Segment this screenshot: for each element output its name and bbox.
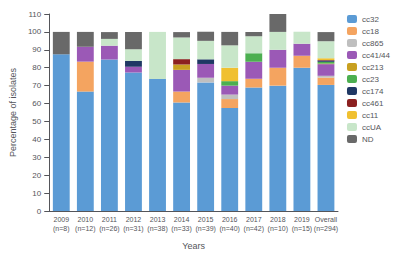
svg-text:cc23: cc23	[362, 75, 379, 84]
svg-text:60: 60	[32, 99, 41, 108]
svg-text:cc41/44: cc41/44	[362, 51, 391, 60]
svg-text:cc18: cc18	[362, 27, 379, 36]
svg-text:(n=8): (n=8)	[53, 225, 70, 233]
svg-text:110: 110	[28, 10, 41, 19]
svg-text:cc461: cc461	[362, 99, 384, 108]
svg-text:2010: 2010	[78, 216, 94, 223]
svg-text:cc11: cc11	[362, 111, 379, 120]
svg-text:90: 90	[32, 45, 41, 54]
svg-text:(n=33): (n=33)	[171, 225, 191, 233]
svg-text:(n=15): (n=15)	[292, 225, 312, 233]
svg-text:ND: ND	[362, 135, 374, 144]
svg-text:(n=31): (n=31)	[123, 225, 143, 233]
svg-text:(n=12): (n=12)	[75, 225, 95, 233]
svg-text:30: 30	[32, 153, 41, 162]
svg-text:cc213: cc213	[362, 63, 384, 72]
svg-text:70: 70	[32, 81, 41, 90]
svg-text:2015: 2015	[198, 216, 214, 223]
svg-text:2019: 2019	[294, 216, 310, 223]
svg-text:2009: 2009	[53, 216, 69, 223]
svg-text:40: 40	[32, 135, 41, 144]
svg-text:(n=40): (n=40)	[219, 225, 239, 233]
svg-text:(n=42): (n=42)	[244, 225, 264, 233]
svg-text:(n=294): (n=294)	[314, 225, 338, 233]
svg-text:2011: 2011	[102, 216, 117, 223]
svg-text:cc174: cc174	[362, 87, 384, 96]
svg-text:(n=39): (n=39)	[195, 225, 215, 233]
svg-text:100: 100	[28, 27, 42, 36]
svg-text:80: 80	[32, 63, 41, 72]
svg-text:cc32: cc32	[362, 15, 379, 24]
svg-text:20: 20	[32, 171, 41, 180]
svg-text:(n=10): (n=10)	[268, 225, 288, 233]
svg-text:cc865: cc865	[362, 39, 384, 48]
svg-text:(n=38): (n=38)	[147, 225, 167, 233]
svg-text:Percentage of isolates: Percentage of isolates	[8, 67, 18, 157]
svg-text:(n=26): (n=26)	[99, 225, 119, 233]
svg-text:2017: 2017	[246, 216, 262, 223]
svg-text:Overall: Overall	[315, 216, 338, 223]
svg-text:0: 0	[37, 207, 42, 216]
svg-text:2012: 2012	[126, 216, 142, 223]
svg-text:50: 50	[32, 117, 41, 126]
svg-text:ccUA: ccUA	[362, 123, 382, 132]
svg-text:2013: 2013	[150, 216, 166, 223]
svg-text:Years: Years	[182, 241, 205, 251]
svg-text:2018: 2018	[270, 216, 286, 223]
svg-text:2016: 2016	[222, 216, 238, 223]
svg-text:2014: 2014	[174, 216, 190, 223]
svg-text:10: 10	[32, 189, 41, 198]
